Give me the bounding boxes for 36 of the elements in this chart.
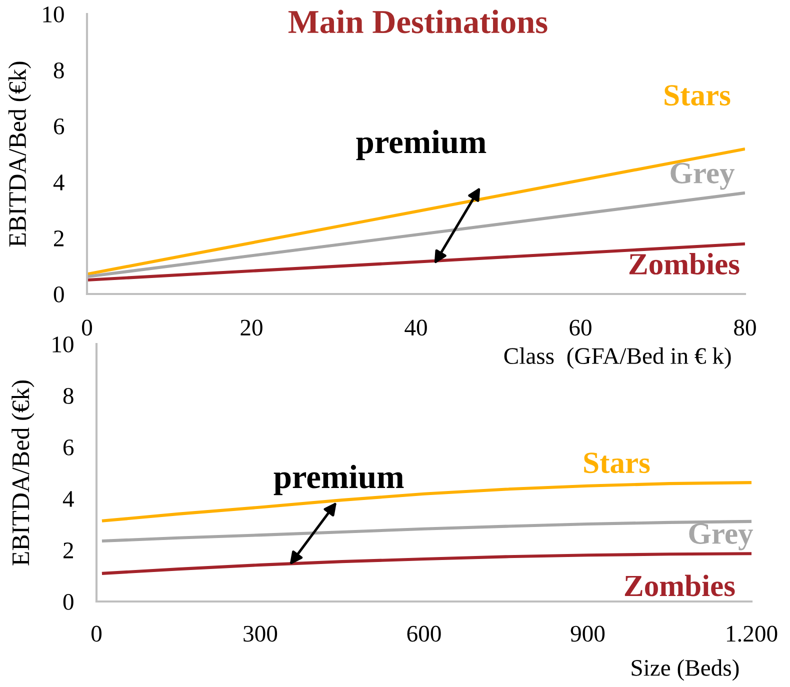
y-tick-label: 0: [63, 594, 74, 610]
series-label: Zombies: [624, 574, 735, 596]
y-tick-label: 4: [62, 491, 74, 507]
x-tick-label: 900: [570, 626, 605, 642]
x-tick-label: 40: [404, 320, 427, 336]
x-tick-label: 80: [734, 320, 756, 336]
x-tick-label: 0: [91, 626, 102, 642]
annotation: premium: [356, 130, 486, 160]
y-tick-label: 10: [52, 336, 74, 352]
y-tick-label: 10: [43, 6, 64, 22]
y-axis-title: EBITDA/Bed (€k): [8, 62, 32, 247]
line-series: [100, 552, 752, 575]
y-tick-label: 6: [54, 118, 64, 134]
y-tick-label: 8: [54, 62, 64, 78]
series-label: Stars: [664, 85, 730, 106]
x-tick-label: 20: [240, 320, 262, 336]
y-tick-label: 8: [63, 388, 74, 404]
x-axis-title: Class (GFA/Bed in € k): [504, 347, 731, 369]
y-tick-label: 6: [63, 440, 74, 456]
x-tick-label: 300: [244, 626, 278, 642]
y-tick-label: 2: [64, 542, 73, 558]
y-axis-title: EBITDA/Bed (€k): [12, 380, 34, 566]
series-label: Zombies: [629, 253, 740, 275]
series-label: Stars: [584, 452, 650, 474]
x-tick-label: 600: [407, 626, 441, 642]
x-tick-label: 60: [570, 320, 592, 336]
x-tick-label: 0: [82, 320, 92, 336]
x-tick-label: 1.200: [727, 626, 778, 642]
y-tick-label: 0: [54, 286, 64, 302]
y-tick-label: 2: [54, 230, 64, 246]
annotation: premium: [274, 464, 404, 496]
series-label: Grey: [670, 162, 735, 190]
y-tick-label: 4: [53, 174, 64, 190]
x-axis-title: Size (Beds): [632, 659, 739, 681]
chart-title: Main Destinations: [288, 10, 548, 34]
series-label: Grey: [689, 523, 754, 550]
